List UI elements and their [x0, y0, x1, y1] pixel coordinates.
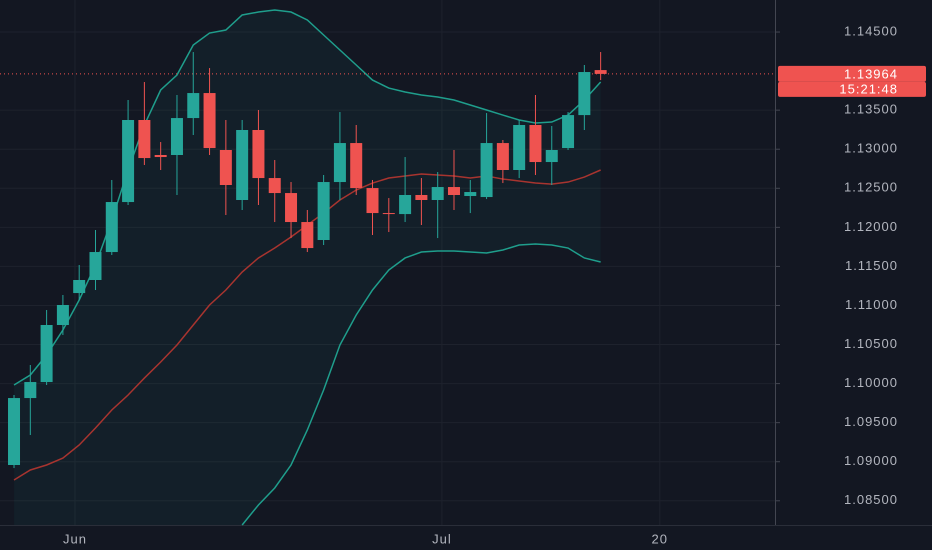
countdown-label: 15:21:48: [839, 81, 898, 96]
candle-body: [170, 118, 183, 155]
candle-body: [56, 305, 69, 325]
y-tick-label: 1.09000: [844, 453, 898, 468]
y-tick-label: 1.08500: [844, 492, 898, 507]
candle-body: [464, 192, 477, 197]
candle-body: [529, 125, 542, 163]
candle-body: [382, 213, 395, 215]
candle-body: [366, 188, 379, 214]
candle-body: [252, 130, 265, 179]
candle-body: [203, 93, 216, 149]
y-tick-label: 1.12500: [844, 180, 898, 195]
candle-body: [40, 325, 53, 383]
candle-body: [154, 155, 167, 158]
y-tick-label: 1.13500: [844, 102, 898, 117]
candle-body: [187, 93, 200, 119]
y-tick-label: 1.13000: [844, 141, 898, 156]
candle-body: [431, 187, 444, 200]
candle-body: [545, 150, 558, 163]
candle-body: [89, 252, 102, 280]
candle-body: [317, 182, 330, 240]
band-fill: [14, 10, 601, 525]
y-tick-label: 1.10000: [844, 375, 898, 390]
candle-body: [73, 280, 86, 294]
candle-body: [105, 202, 118, 253]
candle-body: [301, 222, 314, 249]
y-tick-label: 1.11500: [845, 258, 898, 273]
candle-body: [480, 143, 493, 198]
candle-body: [350, 143, 363, 189]
candle-body: [236, 130, 249, 200]
candle-body: [399, 195, 412, 215]
candle-body: [562, 115, 575, 149]
candle-body: [333, 143, 346, 183]
countdown-box: [778, 81, 926, 97]
indicator-line: [241, 243, 601, 526]
candle-body: [122, 120, 135, 203]
candle-body: [447, 187, 460, 195]
y-tick-label: 1.09500: [844, 414, 898, 429]
y-tick-label: 1.14500: [844, 23, 898, 38]
candle-body: [138, 120, 151, 159]
candle-body: [415, 195, 428, 200]
x-tick-label: Jun: [63, 531, 87, 546]
y-tick-label: 1.11000: [845, 297, 898, 312]
price-label: 1.13964: [844, 66, 898, 81]
price-label-box: [778, 65, 926, 82]
candle-body: [219, 150, 232, 185]
candle-body: [8, 398, 21, 465]
x-tick-label: Jul: [432, 531, 452, 546]
candle-body: [578, 72, 591, 116]
x-tick-label: 20: [652, 531, 668, 546]
candle-body: [594, 70, 607, 74]
y-tick-label: 1.10500: [844, 336, 898, 351]
candle-body: [513, 125, 526, 170]
candle-body: [496, 143, 509, 170]
y-tick-label: 1.12000: [844, 219, 898, 234]
candle-body: [285, 193, 298, 223]
candle-body: [268, 178, 281, 194]
candle-body: [24, 382, 37, 399]
